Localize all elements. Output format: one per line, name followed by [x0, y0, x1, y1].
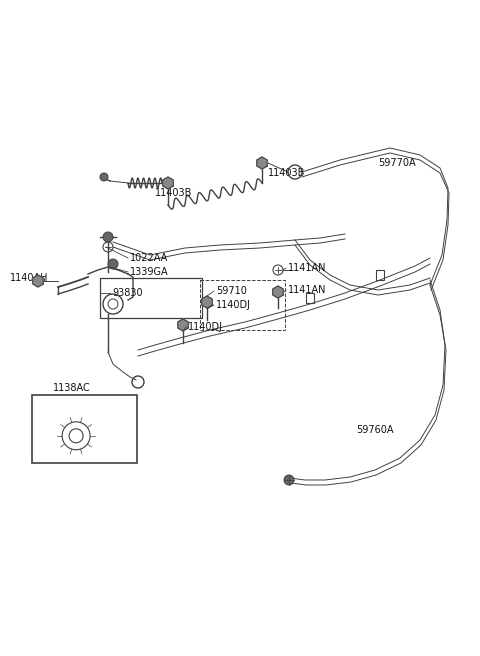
Text: 59760A: 59760A — [356, 425, 394, 435]
Polygon shape — [178, 319, 188, 331]
Bar — [100, 278, 202, 318]
Text: 1138AC: 1138AC — [53, 383, 91, 393]
Text: 11403B: 11403B — [268, 168, 305, 178]
Text: 1140DJ: 1140DJ — [188, 322, 223, 332]
Bar — [200, 280, 285, 330]
Text: 59710: 59710 — [216, 286, 247, 296]
Text: 1022AA: 1022AA — [130, 253, 168, 263]
Circle shape — [103, 232, 113, 242]
Bar — [376, 270, 384, 280]
Circle shape — [284, 475, 294, 485]
Bar — [306, 293, 314, 303]
Bar — [32, 395, 137, 463]
Circle shape — [100, 173, 108, 181]
Text: 1141AN: 1141AN — [288, 263, 326, 273]
Text: 1140DJ: 1140DJ — [216, 300, 251, 310]
Text: 93830: 93830 — [112, 288, 143, 298]
Polygon shape — [257, 157, 267, 169]
Text: 11403B: 11403B — [155, 188, 192, 198]
Text: 1339GA: 1339GA — [130, 267, 168, 277]
Polygon shape — [202, 296, 212, 308]
Text: 1141AN: 1141AN — [288, 285, 326, 295]
Polygon shape — [163, 177, 173, 189]
Polygon shape — [33, 275, 43, 287]
Polygon shape — [273, 286, 283, 298]
Text: 59770A: 59770A — [378, 158, 416, 168]
Text: 1140AH: 1140AH — [10, 273, 48, 283]
Circle shape — [108, 259, 118, 269]
